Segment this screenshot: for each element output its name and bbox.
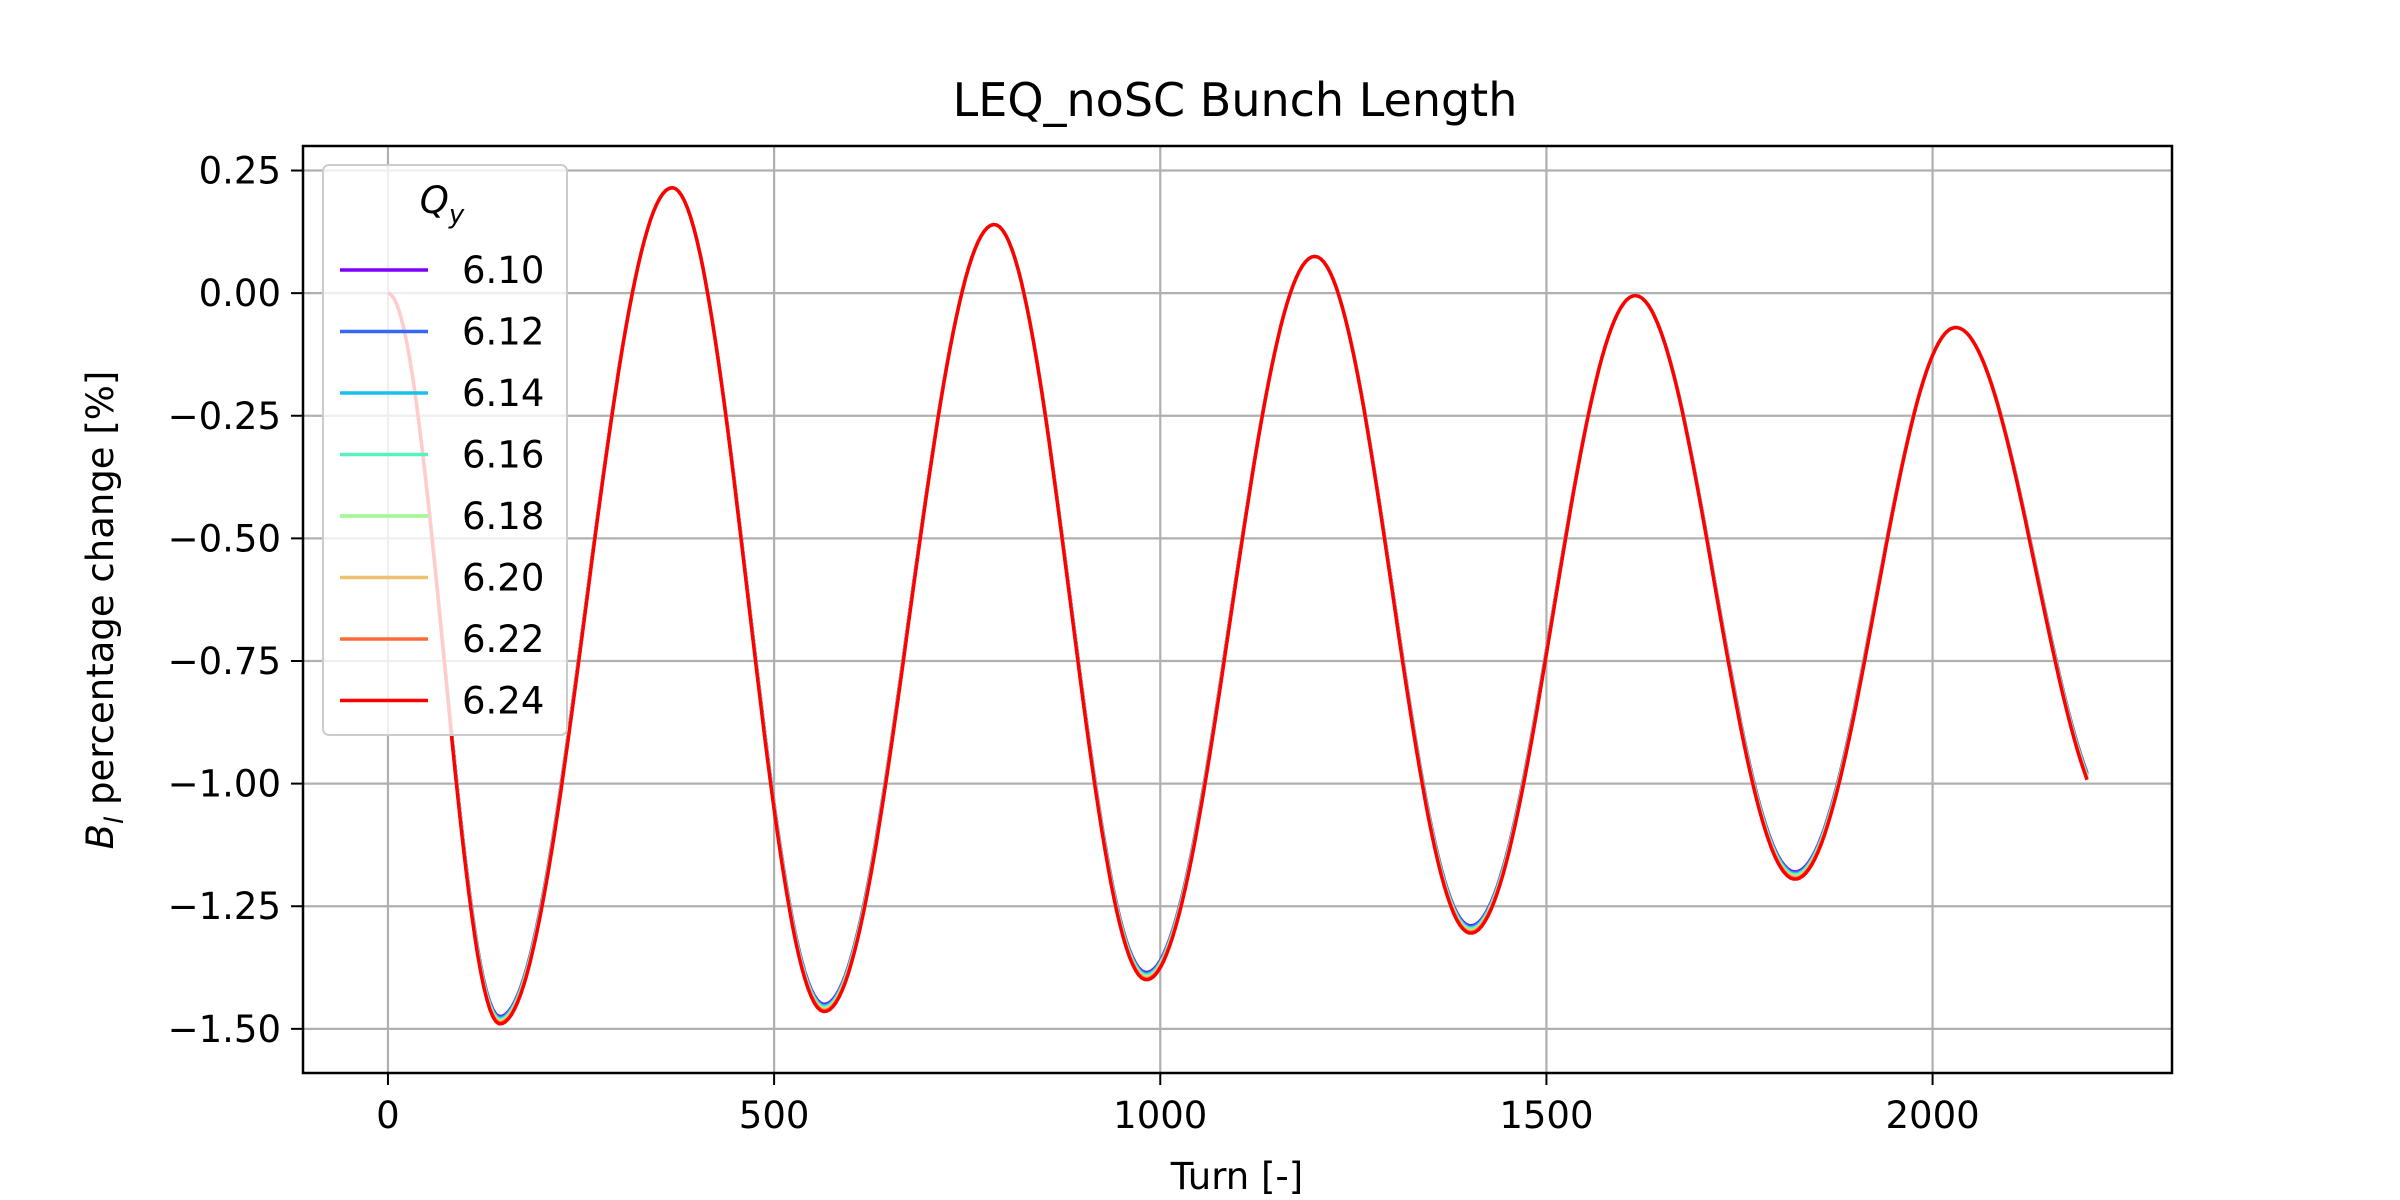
legend: Qy 6.10 6.12 6.14 6.16 6.18 6.20 6.22 6.24: [322, 164, 568, 736]
y-tick-label: 0.00: [199, 272, 281, 315]
y-tick-label: −1.00: [168, 763, 281, 806]
series-line-6.20: [387, 186, 2089, 1024]
series-layer: [387, 186, 2089, 1026]
x-tick-label: 1500: [1499, 1094, 1593, 1137]
y-axis-label-main: B: [79, 824, 122, 849]
x-axis: 0 500 1000 1500 2000: [376, 1073, 1980, 1137]
y-tick-label: −0.50: [168, 517, 281, 560]
x-tick-label: 500: [739, 1094, 810, 1137]
legend-label-6.12: 6.12: [462, 311, 544, 354]
legend-title: Qy: [420, 179, 465, 230]
series-line-6.14: [387, 186, 2089, 1021]
series-line-6.12: [387, 186, 2089, 1020]
series-line-6.10: [387, 186, 2089, 1019]
legend-box: [322, 164, 568, 736]
legend-title-main: Q: [420, 179, 449, 222]
y-axis: 0.25 0.00 −0.25 −0.50 −0.75 −1.00 −1.25 −1.50: [168, 150, 303, 1051]
y-tick-label: −1.25: [168, 885, 281, 928]
x-tick-label: 1000: [1113, 1094, 1207, 1137]
legend-label-6.20: 6.20: [462, 557, 544, 600]
y-tick-label: 0.25: [199, 150, 281, 193]
plot-frame: [301, 144, 2174, 1075]
series-line-6.18: [387, 186, 2089, 1023]
legend-label-6.22: 6.22: [462, 618, 544, 661]
legend-items: 6.10 6.12 6.14 6.16 6.18 6.20 6.22 6.24: [340, 249, 544, 723]
legend-label-6.18: 6.18: [462, 495, 544, 538]
chart-title: LEQ_noSC Bunch Length: [953, 73, 1518, 127]
x-tick-label: 0: [376, 1094, 400, 1137]
legend-label-6.10: 6.10: [462, 249, 544, 292]
legend-title-sub: y: [448, 200, 465, 230]
y-tick-label: −0.75: [168, 640, 281, 683]
x-axis-label: Turn [-]: [1170, 1155, 1303, 1198]
legend-label-6.24: 6.24: [462, 680, 544, 723]
legend-label-6.14: 6.14: [462, 372, 544, 415]
y-tick-label: −0.25: [168, 395, 281, 438]
grid: [303, 146, 2172, 1073]
y-axis-label-sub: l: [100, 816, 130, 824]
y-axis-label-rest: percentage change [%]: [79, 371, 122, 817]
series-line-6.16: [387, 186, 2089, 1022]
y-tick-label: −1.50: [168, 1008, 281, 1051]
series-line-6.24: [387, 186, 2089, 1026]
y-axis-label: Bl percentage change [%]: [79, 371, 130, 850]
x-tick-label: 2000: [1885, 1094, 1979, 1137]
series-line-6.22: [387, 186, 2089, 1025]
legend-label-6.16: 6.16: [462, 434, 544, 477]
